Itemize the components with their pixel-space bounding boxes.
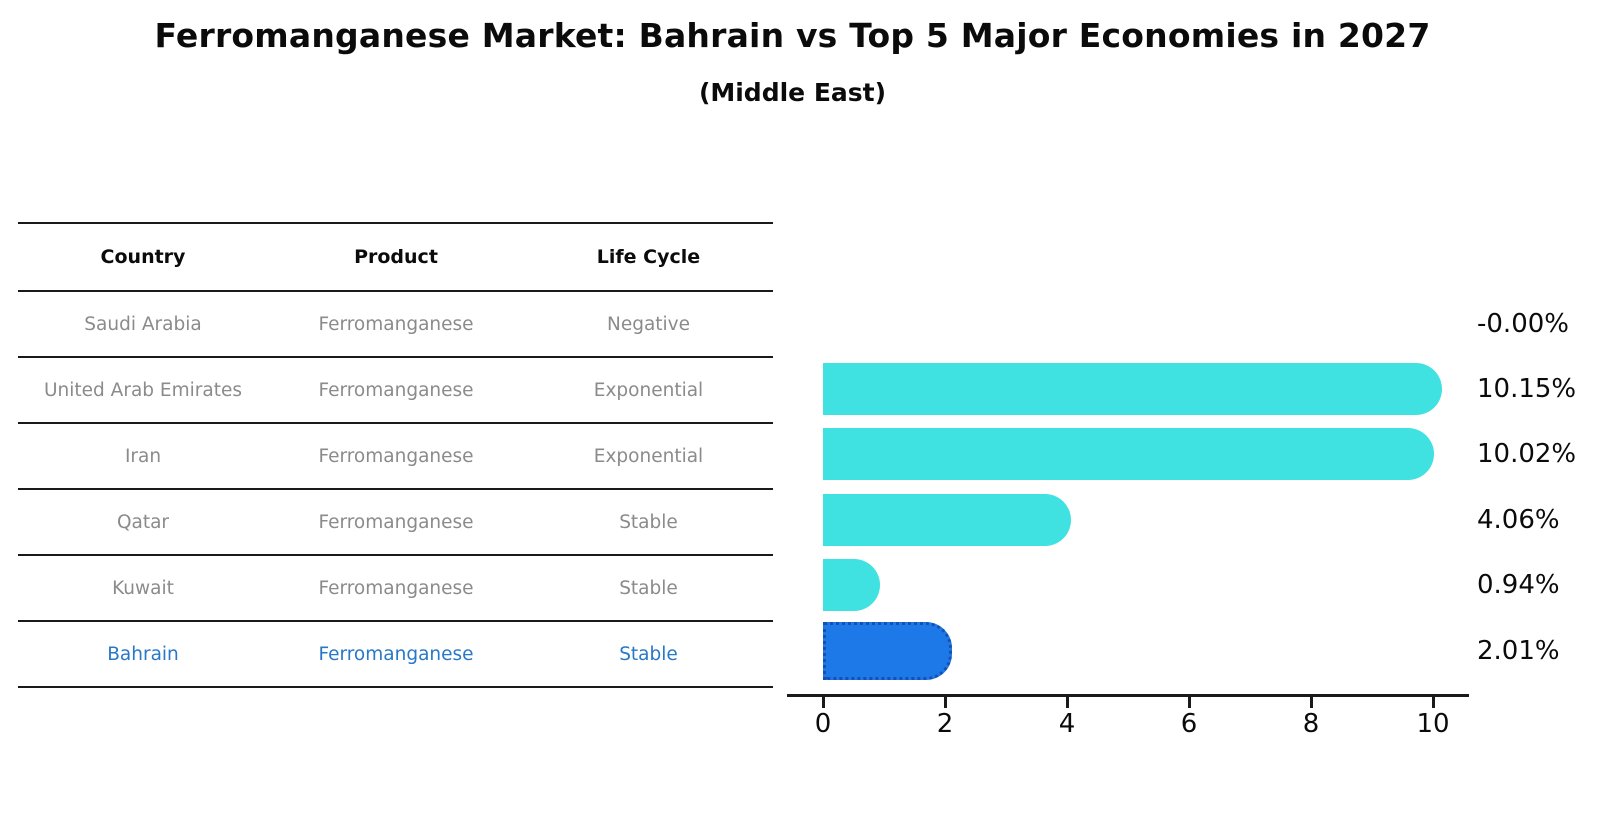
col-header-life-cycle: Life Cycle	[596, 246, 701, 268]
tick-mark	[1188, 697, 1191, 708]
page-title: Ferromanganese Market: Bahrain vs Top 5 …	[154, 16, 1431, 55]
tick-mark	[1310, 697, 1313, 708]
bar-uae	[823, 363, 1443, 415]
bar-value-label: 0.94%	[1477, 570, 1560, 600]
tick-mark	[1432, 697, 1435, 708]
bar-qatar	[823, 494, 1071, 546]
cell-country: Saudi Arabia	[84, 313, 202, 335]
cell-life-cycle: Stable	[619, 511, 678, 533]
cell-country: Iran	[124, 445, 162, 467]
tick-label: 10	[1416, 709, 1450, 739]
table-row-uae: United Arab Emirates Ferromanganese Expo…	[18, 358, 773, 424]
table-row-qatar: Qatar Ferromanganese Stable	[18, 490, 773, 556]
cell-life-cycle: Negative	[606, 313, 691, 335]
tick-label: 0	[814, 709, 832, 739]
table-row-iran: Iran Ferromanganese Exponential	[18, 424, 773, 490]
cell-country: United Arab Emirates	[44, 379, 242, 401]
bar-value-label: -0.00%	[1477, 309, 1569, 339]
page-subtitle: (Middle East)	[698, 78, 887, 107]
cell-life-cycle: Exponential	[593, 445, 704, 467]
tick-label: 2	[936, 709, 954, 739]
cell-product: Ferromanganese	[318, 577, 474, 599]
tick-label: 6	[1180, 709, 1198, 739]
cell-product: Ferromanganese	[318, 511, 474, 533]
col-header-country: Country	[100, 246, 186, 268]
bar-value-label: 2.01%	[1477, 636, 1560, 666]
cell-country: Qatar	[116, 511, 170, 533]
tick-label: 8	[1302, 709, 1320, 739]
country-table: Country Product Life Cycle Saudi Arabia …	[18, 222, 773, 688]
cell-country: Bahrain	[107, 643, 179, 665]
cell-product: Ferromanganese	[318, 313, 474, 335]
table-row-bahrain: Bahrain Ferromanganese Stable	[18, 622, 773, 688]
table-row-kuwait: Kuwait Ferromanganese Stable	[18, 556, 773, 622]
bar-kuwait	[823, 559, 881, 611]
tick-mark	[944, 697, 947, 708]
cell-life-cycle: Stable	[619, 577, 678, 599]
bar-value-label: 10.02%	[1477, 439, 1577, 469]
tick-mark	[822, 697, 825, 708]
tick-mark	[1066, 697, 1069, 708]
cell-life-cycle: Stable	[619, 643, 678, 665]
cell-product: Ferromanganese	[318, 445, 474, 467]
bar-iran	[823, 428, 1435, 480]
table-header-row: Country Product Life Cycle	[18, 222, 773, 292]
cell-country: Kuwait	[112, 577, 174, 599]
col-header-product: Product	[354, 246, 438, 268]
cell-product: Ferromanganese	[318, 379, 474, 401]
x-axis-line	[787, 694, 1469, 697]
table-row-saudi-arabia: Saudi Arabia Ferromanganese Negative	[18, 292, 773, 358]
cell-product: Ferromanganese	[318, 643, 474, 665]
bar-value-label: 10.15%	[1477, 374, 1577, 404]
cell-life-cycle: Exponential	[593, 379, 704, 401]
bar-bahrain-highlighted	[823, 622, 952, 680]
bar-value-label: 4.06%	[1477, 505, 1560, 535]
tick-label: 4	[1058, 709, 1076, 739]
